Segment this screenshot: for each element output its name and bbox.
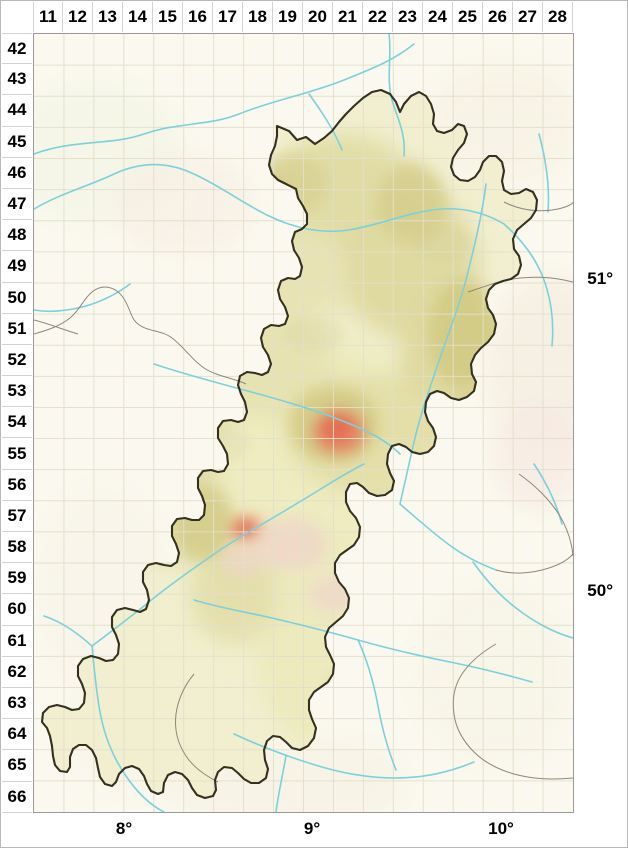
neighbour-borders [34,201,573,783]
grid-column-header[interactable]: 23 [393,2,423,32]
grid-row-header[interactable]: 47 [2,188,32,221]
grid-row-header[interactable]: 57 [2,500,32,532]
grid-row-header[interactable]: 43 [2,64,32,96]
grid-row-header[interactable]: 55 [2,438,32,470]
grid-column-header[interactable]: 28 [543,2,573,32]
grid-row-headers: 42 43 44 45 46 47 48 49 50 51 52 53 54 55 56 57 58 59 60 61… [2,33,32,813]
grid-row-header[interactable]: 64 [2,719,32,751]
grid-row-header[interactable]: 62 [2,656,32,688]
topographic-map [34,34,573,812]
grid-row-header[interactable]: 66 [2,781,32,813]
grid-column-header[interactable]: 21 [333,2,363,32]
grid-row-header[interactable]: 65 [2,750,32,782]
map-canvas[interactable] [33,33,574,813]
grid-row-header[interactable]: 51 [2,313,32,345]
grid-row-header[interactable]: 46 [2,157,32,189]
grid-row-header[interactable]: 60 [2,594,32,626]
longitude-label-9: 9° [303,819,321,838]
grid-column-header[interactable]: 14 [123,2,153,32]
latitude-label-50: 50° [587,581,613,600]
longitude-label-8: 8° [115,819,133,838]
river-network [34,34,573,812]
grid-row-header[interactable]: 56 [2,469,32,501]
grid-column-header[interactable]: 24 [423,2,453,32]
grid-column-headers: 11 12 13 14 15 16 17 18 19 20 21 22 23 24 25 26 27 28 [33,2,573,32]
grid-column-header[interactable]: 25 [453,2,483,32]
grid-row-header[interactable]: 61 [2,625,32,657]
latitude-label-51: 51° [587,269,613,288]
grid-column-header[interactable]: 17 [213,2,243,32]
grid-column-header[interactable]: 22 [363,2,393,32]
grid-column-header[interactable]: 27 [513,2,543,32]
grid-column-header[interactable]: 11 [33,2,63,32]
grid-row-header[interactable]: 58 [2,532,32,564]
grid-column-header[interactable]: 15 [153,2,183,32]
grid-row-header[interactable]: 50 [2,282,32,314]
longitude-label-10: 10° [488,819,514,838]
grid-column-header[interactable]: 20 [303,2,333,32]
grid-column-header[interactable]: 26 [483,2,513,32]
grid-column-header[interactable]: 16 [183,2,213,32]
grid-column-header[interactable]: 18 [243,2,273,32]
grid-row-header[interactable]: 48 [2,220,32,252]
grid-row-header[interactable]: 49 [2,251,32,283]
grid-row-header[interactable]: 63 [2,687,32,720]
grid-row-header[interactable]: 42 [2,33,32,65]
grid-column-header[interactable]: 13 [93,2,123,32]
grid-column-header[interactable]: 12 [63,2,93,32]
grid-row-header[interactable]: 59 [2,563,32,595]
grid-row-header[interactable]: 52 [2,344,32,377]
grid-row-header[interactable]: 44 [2,95,32,127]
grid-column-header[interactable]: 19 [273,2,303,32]
grid-row-header[interactable]: 45 [2,126,32,158]
grid-row-header[interactable]: 54 [2,407,32,439]
grid-row-header[interactable]: 53 [2,376,32,408]
hessen-state-border [40,88,539,800]
